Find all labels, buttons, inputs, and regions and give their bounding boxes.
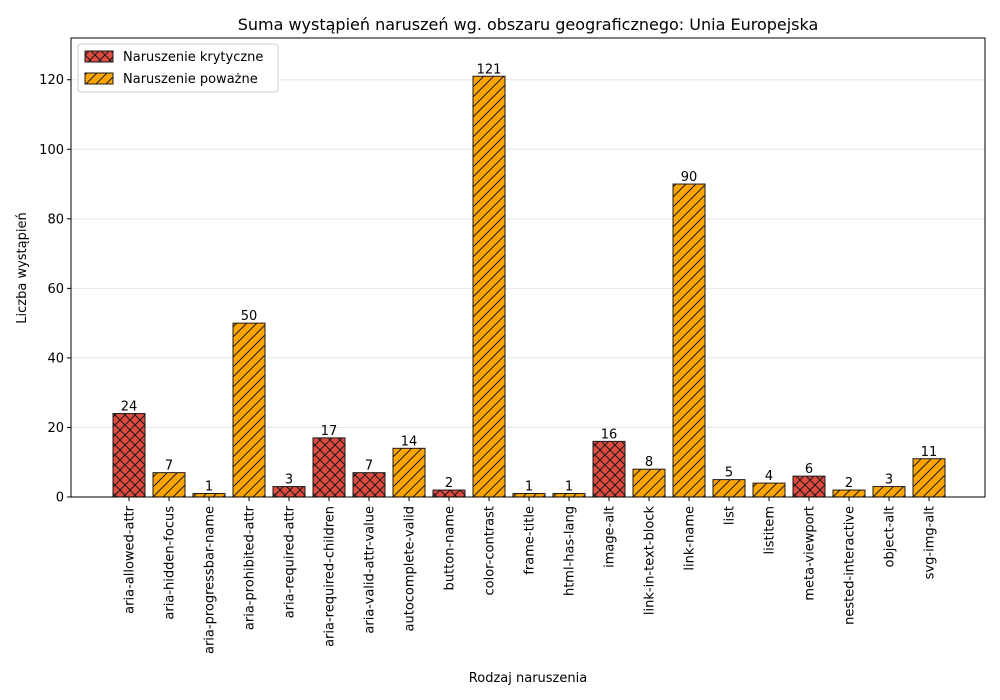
legend: Naruszenie krytyczne Naruszenie poważne <box>77 43 279 93</box>
bar-hatch <box>152 472 186 498</box>
data-label: 16 <box>601 427 618 442</box>
data-label: 11 <box>921 445 938 460</box>
bar-hatch <box>312 437 346 498</box>
data-label: 50 <box>241 309 258 324</box>
data-label: 6 <box>805 462 813 477</box>
bar-hatch <box>632 468 666 498</box>
y-tick-label: 20 <box>47 421 64 436</box>
y-tick-label: 60 <box>47 282 64 297</box>
bar-hatch <box>592 440 626 498</box>
data-label: 3 <box>885 473 893 488</box>
data-label: 7 <box>365 459 373 474</box>
legend-swatch-hatch <box>84 72 114 85</box>
legend-box <box>77 43 279 93</box>
legend-swatch-hatch <box>84 50 114 63</box>
data-label: 17 <box>321 424 338 439</box>
data-label: 1 <box>525 480 533 495</box>
x-axis-label: Rodzaj naruszenia <box>469 671 587 686</box>
bar-hatch <box>472 75 506 498</box>
x-tick-label: link-name <box>683 506 698 571</box>
x-tick-label: image-alt <box>603 506 618 568</box>
data-label: 7 <box>165 459 173 474</box>
y-tick-label: 40 <box>47 351 64 366</box>
bar-hatch <box>872 486 906 498</box>
x-tick-label: link-in-text-block <box>643 506 658 616</box>
bar-hatch <box>232 322 266 498</box>
x-tick-label: listitem <box>763 506 778 554</box>
y-tick-label: 0 <box>56 491 64 506</box>
x-tick-label: html-has-lang <box>563 506 578 596</box>
bar-hatch <box>352 472 386 498</box>
plot-frame <box>70 37 986 498</box>
legend-label: Naruszenie krytyczne <box>123 50 263 65</box>
data-label: 5 <box>725 466 733 481</box>
bar-hatch <box>112 413 146 498</box>
y-tick-label: 100 <box>39 143 64 158</box>
x-tick-label: svg-img-alt <box>923 506 938 579</box>
data-label: 24 <box>121 400 138 415</box>
x-tick-label: aria-progressbar-name <box>203 506 218 654</box>
bar-hatch <box>392 447 426 498</box>
x-tick-label: color-contrast <box>483 506 498 596</box>
x-tick-label: object-alt <box>883 506 898 567</box>
bar-hatch <box>272 486 306 498</box>
bar-hatch <box>752 482 786 498</box>
bar-hatch <box>672 183 706 498</box>
data-label: 4 <box>765 469 773 484</box>
x-tick-label: nested-interactive <box>843 506 858 625</box>
legend-label: Naruszenie poważne <box>123 72 258 87</box>
bar-hatch <box>912 458 946 498</box>
data-label: 8 <box>645 455 653 470</box>
x-tick-label: aria-valid-attr-value <box>363 506 378 634</box>
bar-hatch <box>432 489 466 498</box>
chart-title: Suma wystąpień naruszeń wg. obszaru geog… <box>238 15 819 34</box>
data-label: 1 <box>205 480 213 495</box>
data-label: 1 <box>565 480 573 495</box>
x-tick-label: list <box>723 506 738 525</box>
y-tick-label: 120 <box>39 73 64 88</box>
x-tick-label: frame-title <box>523 506 538 575</box>
x-tick-label: button-name <box>443 506 458 590</box>
data-label: 14 <box>401 434 418 449</box>
data-label: 2 <box>445 476 453 491</box>
data-label: 3 <box>285 473 293 488</box>
bar-hatch <box>712 479 746 498</box>
data-label: 121 <box>477 62 502 77</box>
x-tick-label: aria-prohibited-attr <box>243 505 258 630</box>
x-tick-label: aria-allowed-attr <box>123 505 138 613</box>
data-label: 90 <box>681 170 698 185</box>
bar-hatch <box>792 475 826 498</box>
x-tick-label: autocomplete-valid <box>403 506 418 631</box>
x-tick-label: aria-required-attr <box>283 505 298 618</box>
x-tick-label: aria-hidden-focus <box>163 506 178 620</box>
y-tick-label: 80 <box>47 212 64 227</box>
data-label: 2 <box>845 476 853 491</box>
x-tick-label: aria-required-children <box>323 506 338 647</box>
y-axis-label: Liczba wystąpień <box>15 212 30 323</box>
bar-hatch <box>832 489 866 498</box>
x-tick-label: meta-viewport <box>803 506 818 601</box>
